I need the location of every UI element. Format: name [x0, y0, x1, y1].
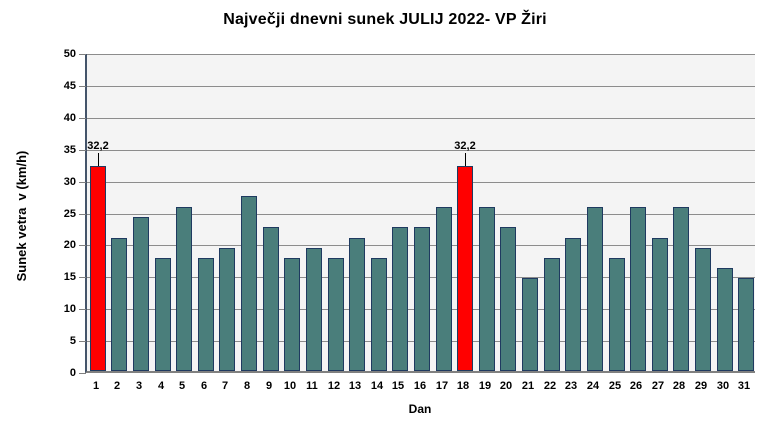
x-tick-label-22: 22: [543, 380, 557, 392]
bar-day-27: [652, 238, 668, 371]
x-tick-label-21: 21: [521, 380, 535, 392]
y-tick-45: [79, 86, 86, 87]
bar-day-1: [90, 166, 106, 371]
y-tick-10: [79, 309, 86, 310]
x-tick-label-13: 13: [348, 380, 362, 392]
y-tick-25: [79, 214, 86, 215]
data-label-day-1: 32,2: [87, 140, 109, 152]
y-tick-20: [79, 245, 86, 246]
y-tick-label-25: 25: [63, 208, 76, 220]
x-tick-label-14: 14: [370, 380, 384, 392]
y-tick-label-50: 50: [63, 48, 76, 60]
y-tick-label-40: 40: [63, 112, 76, 124]
y-tick-label-15: 15: [63, 271, 76, 283]
x-tick-label-30: 30: [716, 380, 730, 392]
x-tick-label-29: 29: [694, 380, 708, 392]
x-tick-label-8: 8: [243, 380, 251, 392]
bar-day-31: [738, 278, 754, 371]
bar-day-16: [414, 227, 430, 371]
bar-day-21: [522, 278, 538, 371]
bar-day-11: [306, 248, 322, 371]
x-tick-label-1: 1: [92, 380, 100, 392]
bar-day-30: [717, 268, 733, 371]
bar-day-2: [111, 238, 127, 371]
x-tick-label-3: 3: [135, 380, 143, 392]
bar-day-24: [587, 207, 603, 371]
bar-day-3: [133, 217, 149, 371]
gridline-50: [87, 54, 755, 55]
bar-day-25: [609, 258, 625, 371]
bar-day-9: [263, 227, 279, 371]
bar-day-13: [349, 238, 365, 371]
x-tick-label-17: 17: [435, 380, 449, 392]
y-tick-label-5: 5: [69, 335, 76, 347]
x-tick-label-10: 10: [283, 380, 297, 392]
x-tick-label-15: 15: [391, 380, 405, 392]
data-label-leader-day-18: [465, 153, 466, 166]
x-tick-label-31: 31: [737, 380, 751, 392]
gridline-25: [87, 214, 755, 215]
y-tick-label-30: 30: [63, 176, 76, 188]
bar-day-14: [371, 258, 387, 371]
bar-day-12: [328, 258, 344, 371]
x-tick-label-7: 7: [221, 380, 229, 392]
y-tick-30: [79, 182, 86, 183]
y-tick-5: [79, 341, 86, 342]
bar-day-6: [198, 258, 214, 371]
bar-day-8: [241, 196, 257, 371]
gridline-40: [87, 118, 755, 119]
x-tick-label-27: 27: [651, 380, 665, 392]
bar-day-7: [219, 248, 235, 371]
x-tick-label-5: 5: [178, 380, 186, 392]
x-tick-label-19: 19: [478, 380, 492, 392]
x-tick-label-4: 4: [157, 380, 165, 392]
bar-day-4: [155, 258, 171, 371]
y-tick-label-10: 10: [63, 303, 76, 315]
x-tick-label-16: 16: [413, 380, 427, 392]
plot-area: 32,2 32,2: [85, 54, 755, 373]
bar-day-22: [544, 258, 560, 371]
x-tick-label-6: 6: [200, 380, 208, 392]
x-tick-label-18: 18: [456, 380, 470, 392]
y-tick-label-35: 35: [63, 144, 76, 156]
y-tick-50: [79, 54, 86, 55]
x-tick-label-11: 11: [306, 380, 318, 392]
gridline-35: [87, 150, 755, 151]
x-tick-label-12: 12: [327, 380, 341, 392]
y-tick-label-20: 20: [63, 239, 76, 251]
data-label-day-18: 32,2: [454, 140, 476, 152]
x-tick-label-9: 9: [265, 380, 273, 392]
bar-day-26: [630, 207, 646, 371]
x-tick-label-25: 25: [608, 380, 622, 392]
chart-title: Največji dnevni sunek JULIJ 2022- VP Žir…: [223, 11, 547, 28]
x-axis-title: Dan: [408, 402, 432, 416]
bar-day-10: [284, 258, 300, 371]
y-tick-label-0: 0: [69, 367, 76, 379]
y-tick-35: [79, 150, 86, 151]
bar-day-20: [500, 227, 516, 371]
bar-day-5: [176, 207, 192, 371]
bar-day-15: [392, 227, 408, 371]
y-tick-40: [79, 118, 86, 119]
x-tick-label-20: 20: [499, 380, 513, 392]
gridline-45: [87, 86, 755, 87]
x-tick-label-24: 24: [586, 380, 600, 392]
bar-day-18: [457, 166, 473, 371]
bar-day-17: [436, 207, 452, 371]
x-tick-label-26: 26: [629, 380, 643, 392]
bar-day-28: [673, 207, 689, 371]
bar-day-19: [479, 207, 495, 371]
x-tick-label-28: 28: [672, 380, 686, 392]
x-tick-label-23: 23: [564, 380, 578, 392]
x-tick-label-2: 2: [113, 380, 121, 392]
gridline-30: [87, 182, 755, 183]
y-tick-15: [79, 277, 86, 278]
bar-day-29: [695, 248, 711, 371]
data-label-leader-day-1: [98, 153, 99, 166]
bar-day-23: [565, 238, 581, 371]
y-tick-0: [79, 373, 86, 374]
y-axis-title: Sunek vetra v (km/h): [14, 150, 29, 282]
y-tick-label-45: 45: [63, 80, 76, 92]
